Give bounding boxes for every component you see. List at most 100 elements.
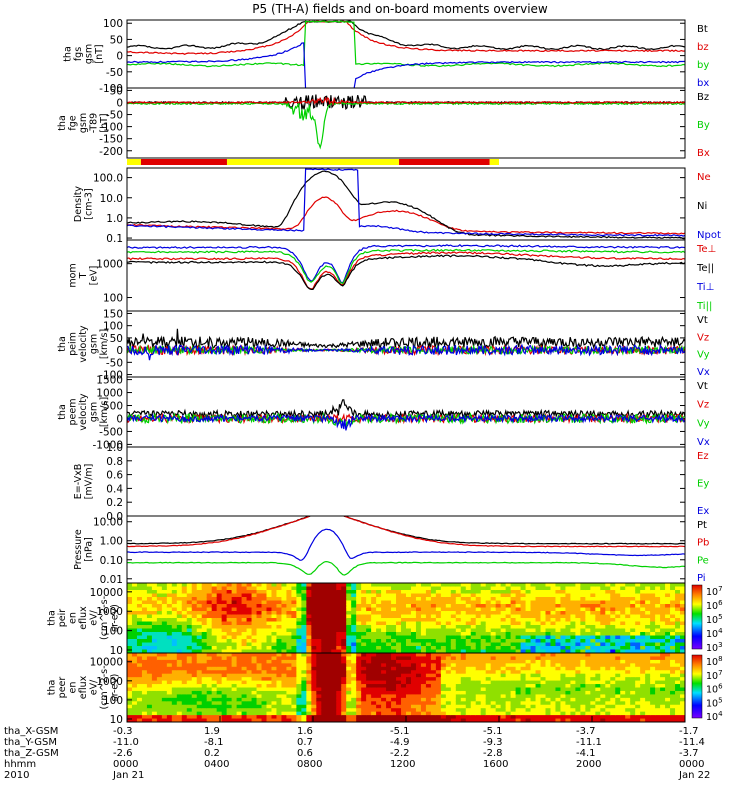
heat-cell (570, 694, 576, 699)
heat-cell (435, 690, 442, 695)
heat-cell (161, 670, 168, 675)
heat-cell (356, 659, 362, 664)
heat-cell (600, 604, 606, 609)
heat-cell (625, 649, 631, 653)
heat-cell (640, 583, 646, 588)
heat-cell (625, 694, 631, 699)
heat-cell (376, 621, 382, 626)
heat-cell (281, 628, 288, 633)
heat-cell (500, 632, 507, 637)
heat-cell (206, 639, 213, 644)
heat-cell (530, 673, 537, 678)
heat-cell (505, 618, 512, 623)
heat-cell (480, 701, 487, 706)
heat-cell (525, 670, 532, 675)
heat-cell (475, 656, 482, 661)
heat-cell (386, 687, 392, 692)
heat-cell (386, 639, 392, 644)
heat-cell (211, 711, 218, 716)
heat-cell (376, 656, 382, 661)
heat-cell (291, 649, 297, 653)
heat-cell (131, 604, 138, 609)
heat-cell (635, 694, 641, 699)
heat-cell (490, 666, 497, 671)
heat-cell (585, 684, 591, 689)
heat-cell (550, 684, 557, 689)
heat-cell (555, 687, 562, 692)
heat-cell (316, 621, 322, 626)
heat-cell (640, 635, 646, 640)
heat-cell (445, 673, 452, 678)
heat-cell (445, 618, 452, 623)
heat-cell (171, 639, 178, 644)
heat-cell (231, 639, 238, 644)
heat-cell (490, 600, 497, 605)
heat-cell (356, 701, 362, 706)
heat-cell (630, 653, 636, 658)
ytick-peem-4: -500 (99, 426, 123, 438)
heat-cell (560, 586, 567, 591)
heat-cell (386, 583, 392, 588)
heat-cell (425, 628, 432, 633)
heat-cell (296, 583, 302, 588)
heat-cell (391, 621, 397, 626)
heat-cell (565, 604, 572, 609)
heat-cell (316, 611, 322, 616)
heat-cell (146, 618, 153, 623)
heat-cell (236, 711, 243, 716)
heat-cell (226, 593, 233, 598)
heat-cell (241, 590, 248, 595)
heat-cell (316, 632, 322, 637)
heat-cell (221, 590, 228, 595)
heat-cell (231, 646, 238, 651)
heat-cell (336, 590, 342, 595)
heat-cell (550, 718, 557, 722)
heat-cell (226, 639, 233, 644)
heat-cell (500, 628, 507, 633)
heat-cell (161, 600, 168, 605)
heat-cell (201, 680, 208, 685)
heat-cell (221, 653, 228, 658)
heat-cell (525, 690, 532, 695)
mode-bar (127, 159, 499, 165)
heat-cell (186, 704, 193, 709)
heat-cell (346, 718, 352, 722)
heat-cell (141, 597, 148, 602)
heat-cell (131, 600, 138, 605)
heat-cell (301, 642, 307, 647)
heat-cell (371, 628, 377, 633)
heat-cell (276, 607, 283, 612)
heat-cell (575, 642, 581, 647)
heat-cell (595, 611, 601, 616)
heat-cell (540, 659, 547, 664)
heat-cell (425, 618, 432, 623)
heat-cell (391, 642, 397, 647)
heat-cell (570, 708, 576, 713)
heat-cell (141, 614, 148, 619)
heat-cell (281, 711, 288, 716)
heat-cell (440, 677, 447, 682)
heat-cell (246, 666, 253, 671)
heat-cell (615, 590, 621, 595)
heat-cell (406, 670, 412, 675)
heat-cell (425, 635, 432, 640)
heat-cell (391, 697, 397, 702)
heat-cell (655, 628, 661, 633)
heat-cell (291, 600, 297, 605)
heat-cell (331, 718, 337, 722)
heat-cell (351, 646, 357, 651)
heat-cell (510, 639, 517, 644)
heat-cell (356, 687, 362, 692)
heat-cell (575, 680, 581, 685)
heat-cell (396, 607, 402, 612)
heat-cell (266, 639, 273, 644)
heat-cell (191, 600, 198, 605)
heat-cell (346, 593, 352, 598)
heat-cell (391, 684, 397, 689)
heat-cell (490, 680, 497, 685)
heat-cell (351, 597, 357, 602)
heat-cell (356, 646, 362, 651)
heat-cell (515, 670, 522, 675)
heat-cell (176, 677, 183, 682)
heat-cell (575, 711, 581, 716)
